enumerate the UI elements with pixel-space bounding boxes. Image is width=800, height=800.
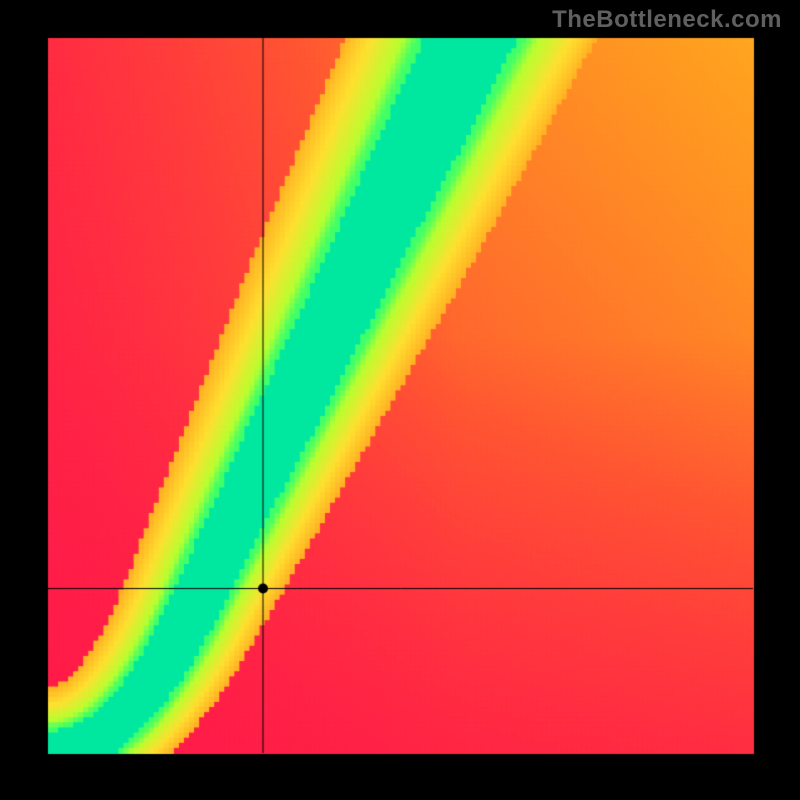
heatmap-canvas [0, 0, 800, 800]
watermark-text: TheBottleneck.com [552, 6, 782, 34]
chart-container: TheBottleneck.com [0, 0, 800, 800]
